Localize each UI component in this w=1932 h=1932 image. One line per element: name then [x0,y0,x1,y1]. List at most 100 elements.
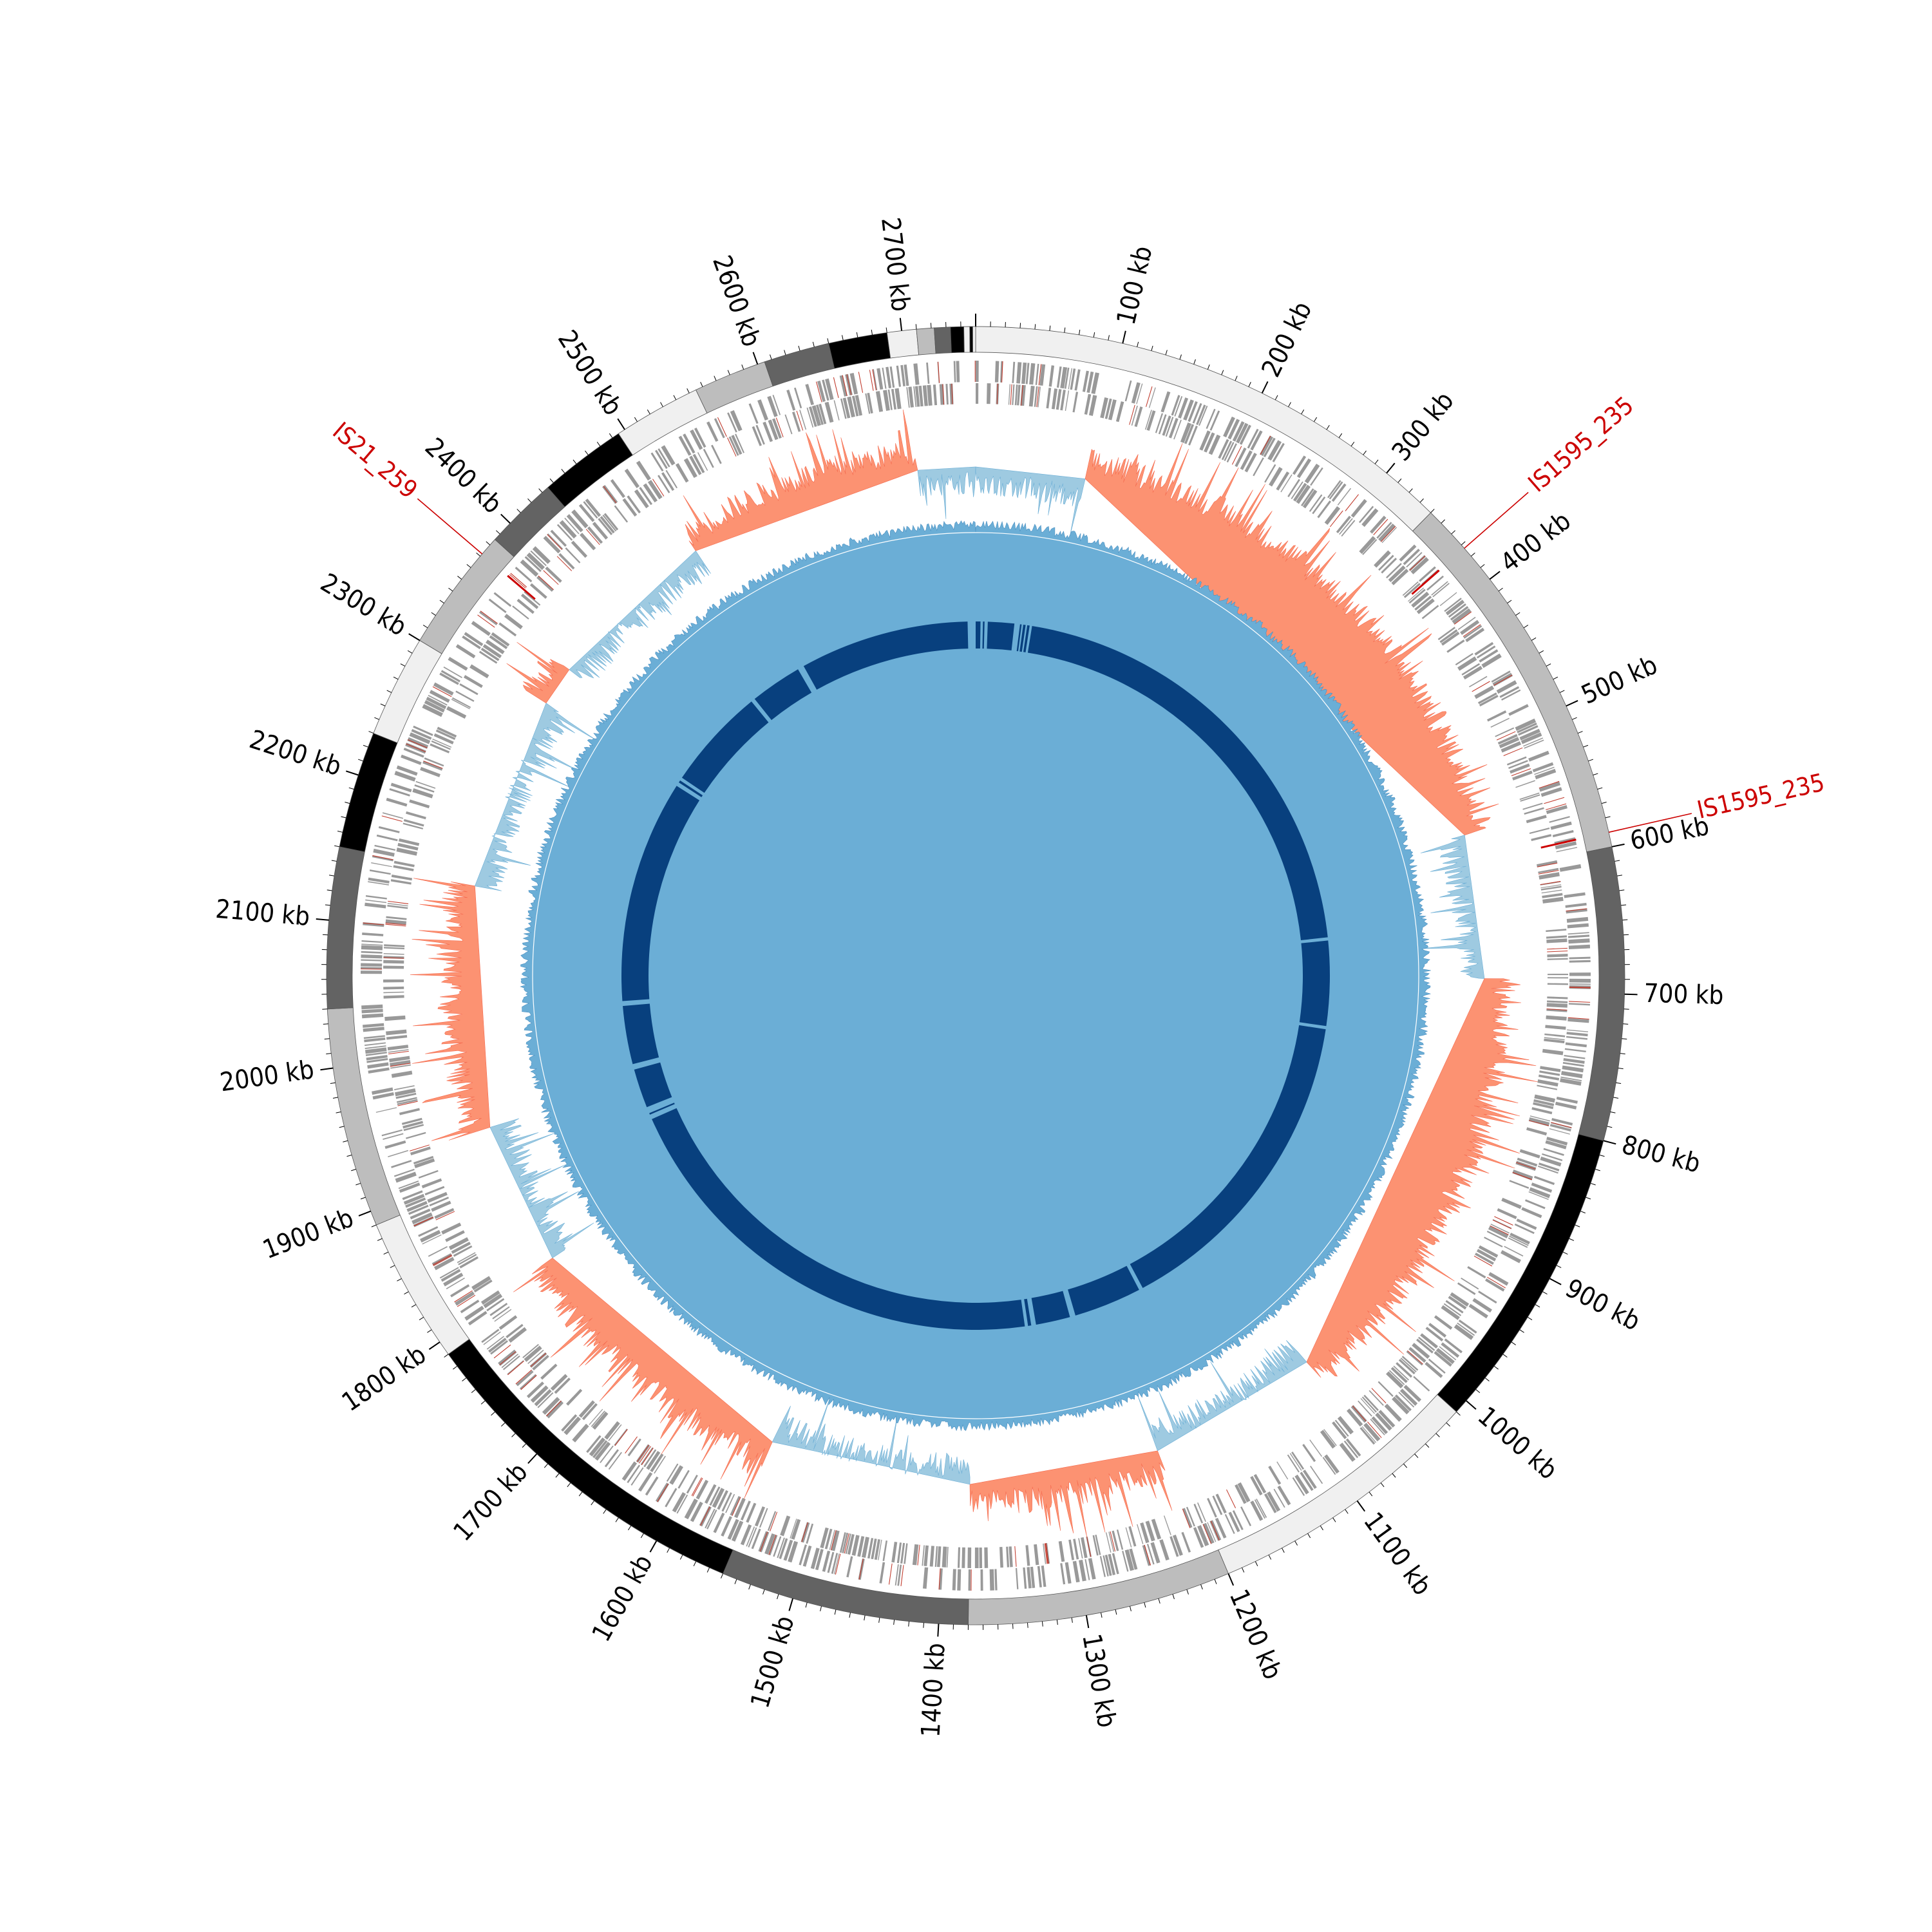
minor-tick [1130,1606,1132,1612]
minor-tick [323,1023,328,1025]
minor-tick [1586,1197,1591,1200]
minor-tick [380,703,386,706]
minor-tick [343,1140,348,1142]
minor-tick [798,345,800,351]
major-tick [500,513,511,524]
tick-label: 800 kb [1619,1130,1703,1179]
minor-tick [400,663,406,667]
contig-segment [547,433,633,507]
minor-tick [1314,417,1318,422]
blast-hit-segment [652,1108,1025,1331]
tick-label: 1500 kb [745,1613,800,1712]
minor-tick [471,1389,476,1394]
minor-tick [466,564,471,568]
minor-tick [522,1443,526,1448]
gc-skew-positive-region [917,466,976,519]
blast-hit-segment [621,786,700,1001]
minor-tick [1186,1589,1189,1595]
minor-tick [1301,409,1305,415]
major-tick [358,1210,372,1217]
minor-tick [1137,341,1139,347]
major-tick [428,1341,440,1350]
minor-tick [1307,1533,1311,1539]
minor-tick [1593,773,1598,775]
minor-tick [1610,1111,1616,1113]
minor-tick [427,1329,432,1333]
blast-hit-segment [754,669,812,721]
minor-tick [439,600,444,603]
minor-tick [1583,744,1589,748]
minor-tick [1282,1548,1285,1553]
gc-skew-negative-region [969,1450,1173,1538]
minor-tick [486,541,491,545]
minor-tick [1542,1291,1548,1294]
minor-tick [878,1617,880,1623]
gc-skew-positive-region [975,466,1086,535]
major-tick [1611,843,1625,848]
gc-skew-positive-region [772,1399,971,1485]
minor-tick [457,576,462,580]
minor-tick [1480,564,1485,568]
minor-tick [777,1594,779,1600]
minor-tick [357,759,363,762]
contig-segment [972,326,976,353]
minor-tick [331,860,337,862]
minor-tick [591,1501,594,1506]
minor-tick [1519,1329,1524,1333]
major-tick [1489,571,1501,580]
minor-tick [1599,1154,1605,1157]
minor-tick [567,1482,571,1488]
minor-tick [1294,1540,1298,1546]
minor-tick [476,553,481,557]
minor-tick [431,612,436,616]
minor-tick [1332,1517,1336,1522]
minor-tick [538,488,543,493]
minor-tick [561,469,565,473]
minor-tick [1268,1555,1272,1560]
minor-tick [748,1584,751,1590]
minor-tick [1288,402,1291,407]
minor-tick [1619,889,1625,891]
minor-tick [1101,1612,1103,1618]
minor-tick [679,1555,683,1560]
minor-tick [346,1154,352,1157]
minor-tick [322,934,328,936]
is-leader-line [417,498,483,554]
minor-tick [660,402,663,407]
tick-label: 300 kb [1387,386,1460,467]
blast-hit-segment [1023,625,1030,652]
minor-tick [834,1609,837,1615]
minor-tick [1601,802,1607,804]
minor-tick [1392,1473,1396,1478]
tick-label: 1800 kb [337,1340,431,1417]
minor-tick [491,1411,495,1416]
minor-tick [784,350,786,355]
minor-tick [419,1316,424,1320]
minor-tick [1527,1316,1533,1320]
minor-tick [871,329,873,335]
minor-tick [812,341,815,347]
minor-tick [1425,1443,1430,1448]
minor-tick [544,1463,548,1468]
minor-tick [411,1304,417,1308]
tick-label: 2600 kb [706,252,766,351]
minor-tick [404,1291,409,1294]
minor-tick [615,1517,619,1522]
minor-tick [721,1573,724,1579]
gc-skew-negative-region [683,410,918,551]
minor-tick [371,1224,377,1227]
minor-tick [741,364,744,370]
minor-tick [1193,359,1196,365]
tick-label: 2100 kb [214,895,311,932]
contig-segment [969,326,973,353]
tick-label: 400 kb [1495,506,1577,578]
minor-tick [1345,1509,1349,1514]
minor-tick [1338,433,1343,438]
minor-tick [453,1365,458,1370]
minor-tick [390,1265,395,1268]
minor-tick [1590,1182,1596,1186]
minor-tick [628,1525,632,1531]
minor-tick [1607,1126,1613,1128]
blast-hit-segment [976,621,981,649]
contig-segment [963,326,971,353]
